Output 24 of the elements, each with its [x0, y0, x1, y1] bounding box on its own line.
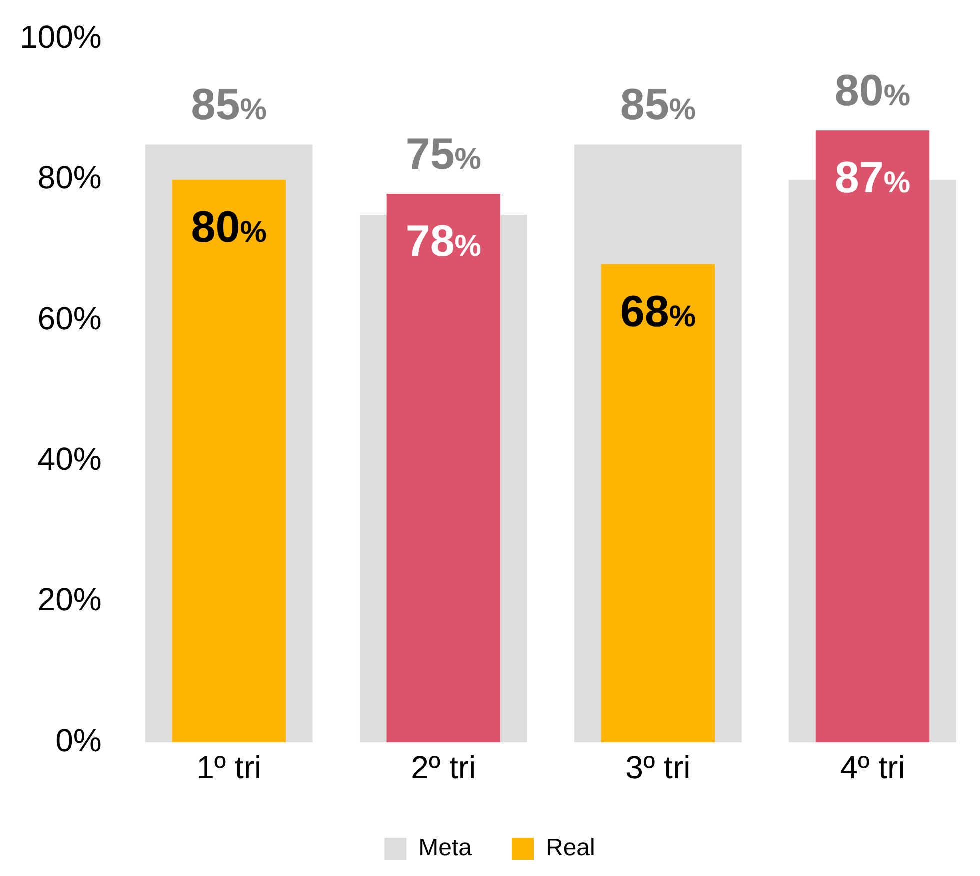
y-tick-label: 80%	[38, 160, 102, 196]
x-tick-label: 1º tri	[196, 750, 262, 786]
x-tick-label: 4º tri	[840, 750, 906, 786]
data-label: 78%	[406, 216, 482, 266]
legend-label: Meta	[418, 834, 473, 862]
data-label: 80%	[834, 66, 911, 116]
x-tick-label: 3º tri	[626, 750, 691, 786]
y-tick-label: 0%	[56, 722, 102, 758]
legend-label: Real	[546, 834, 596, 862]
x-tick-label: 2º tri	[411, 750, 476, 786]
data-label: 85%	[191, 80, 267, 130]
bar	[601, 264, 716, 743]
y-tick-label: 40%	[38, 441, 102, 478]
data-label: 87%	[834, 154, 911, 203]
data-label: 68%	[620, 287, 696, 336]
data-label: 85%	[620, 80, 696, 130]
y-tick-label: 100%	[20, 19, 102, 56]
bar	[172, 180, 286, 743]
y-tick-label: 20%	[38, 582, 102, 618]
bar	[386, 194, 501, 743]
bar	[816, 130, 930, 743]
y-tick-label: 60%	[38, 300, 102, 336]
data-label: 75%	[406, 130, 482, 179]
data-label: 80%	[191, 202, 267, 252]
